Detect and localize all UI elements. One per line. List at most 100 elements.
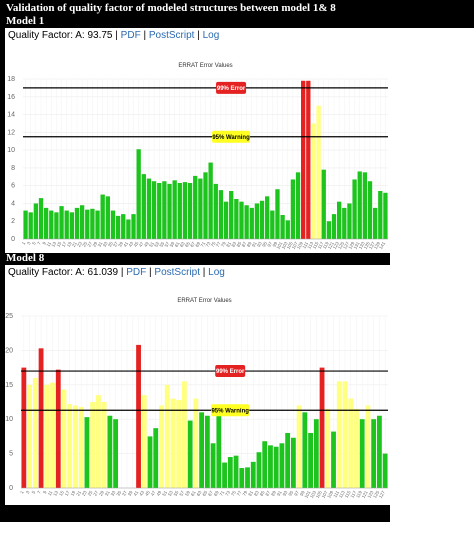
bar (44, 384, 50, 488)
bar (172, 180, 177, 239)
bar (302, 412, 308, 488)
x-tick-label: 111 (332, 490, 340, 499)
x-tick-label: 121 (361, 490, 369, 499)
x-tick-label: 69 (194, 241, 201, 248)
y-tick-label: 25 (5, 313, 13, 320)
bar (153, 428, 159, 488)
bar (110, 210, 116, 239)
bar (167, 183, 172, 239)
bar (23, 210, 28, 239)
x-tick-label: 127 (342, 241, 350, 250)
x-tick-label: 85 (236, 241, 243, 248)
x-tick-label: 31 (104, 490, 111, 497)
bar (270, 210, 275, 239)
x-tick-label: 11 (45, 241, 52, 248)
x-tick-label: 5 (31, 490, 37, 495)
x-tick-label: 127 (378, 490, 386, 499)
threshold-label-bg (215, 365, 246, 378)
x-tick-label: 61 (190, 490, 197, 497)
separator: | (149, 267, 152, 278)
bar (115, 215, 121, 239)
x-tick-label: 7 (36, 241, 42, 246)
bar (359, 419, 365, 488)
bar (285, 220, 290, 239)
bar (146, 178, 152, 239)
x-tick-label: 15 (56, 241, 63, 248)
bar (352, 179, 357, 239)
x-tick-label: 89 (246, 241, 253, 248)
bar (69, 212, 74, 239)
bar (204, 415, 210, 488)
x-tick-label: 119 (322, 241, 330, 250)
link[interactable]: Log (202, 30, 220, 41)
x-tick-label: 109 (326, 490, 334, 499)
x-tick-label: 51 (161, 490, 168, 497)
x-tick-label: 35 (115, 490, 122, 497)
bar (107, 415, 113, 488)
link[interactable]: Log (208, 267, 225, 278)
x-tick-label: 13 (50, 241, 57, 248)
bar (331, 214, 337, 239)
x-tick-label: 107 (291, 241, 299, 250)
x-tick-label: 9 (41, 241, 47, 246)
x-tick-label: 15 (58, 490, 65, 497)
bar (100, 194, 105, 239)
bar (301, 80, 306, 240)
x-tick-label: 47 (150, 490, 157, 497)
x-tick-label: 73 (205, 241, 212, 248)
x-tick-label: 41 (122, 241, 129, 248)
y-tick-label: 6 (11, 183, 15, 190)
x-tick-label: 33 (110, 490, 117, 497)
x-tick-label: 17 (61, 241, 68, 248)
x-tick-label: 65 (184, 241, 191, 248)
bar (49, 210, 54, 239)
threshold-label: 99% Error (216, 369, 245, 375)
x-tick-label: 99 (271, 241, 278, 248)
bar (285, 432, 291, 488)
x-tick-label: 115 (344, 490, 352, 499)
separator: | (120, 267, 124, 278)
bar (193, 175, 198, 239)
link[interactable]: PDF (126, 267, 147, 278)
x-tick-label: 23 (76, 241, 83, 248)
bar (90, 402, 96, 488)
link[interactable]: PostScript (154, 267, 200, 278)
x-tick-label: 99 (299, 490, 306, 497)
threshold-label: 95% Warning (211, 408, 249, 414)
bar (245, 467, 250, 488)
bar (213, 183, 218, 239)
chart-title: ERRAT Error Values (178, 63, 232, 69)
x-tick-label: 41 (133, 490, 140, 497)
x-tick-label: 117 (317, 241, 325, 250)
x-tick-label: 21 (71, 241, 78, 248)
bar (78, 406, 84, 488)
link[interactable]: PDF (120, 30, 141, 41)
x-tick-label: 81 (247, 490, 254, 497)
link[interactable]: PostScript (148, 30, 195, 41)
x-tick-label: 67 (207, 490, 214, 497)
bar (279, 443, 285, 488)
x-tick-label: 141 (378, 241, 386, 250)
bar (249, 207, 254, 239)
bar (311, 123, 316, 239)
x-tick-label: 29 (92, 241, 99, 248)
y-tick-label: 0 (9, 485, 13, 492)
bar (218, 190, 224, 239)
bar (308, 432, 313, 488)
y-tick-label: 10 (5, 416, 13, 423)
x-tick-label: 89 (270, 490, 277, 497)
y-tick-label: 20 (5, 347, 13, 354)
bar (295, 172, 301, 239)
x-tick-label: 67 (189, 241, 196, 248)
bar (121, 214, 126, 239)
bar (313, 419, 319, 488)
x-tick-label: 83 (230, 241, 237, 248)
x-tick-label: 37 (112, 241, 119, 248)
x-tick-label: 55 (173, 490, 180, 497)
threshold-label-bg (211, 404, 250, 417)
bar (79, 205, 85, 239)
x-tick-label: 97 (293, 490, 300, 497)
x-tick-label: 7 (36, 490, 42, 495)
bar (325, 408, 331, 488)
